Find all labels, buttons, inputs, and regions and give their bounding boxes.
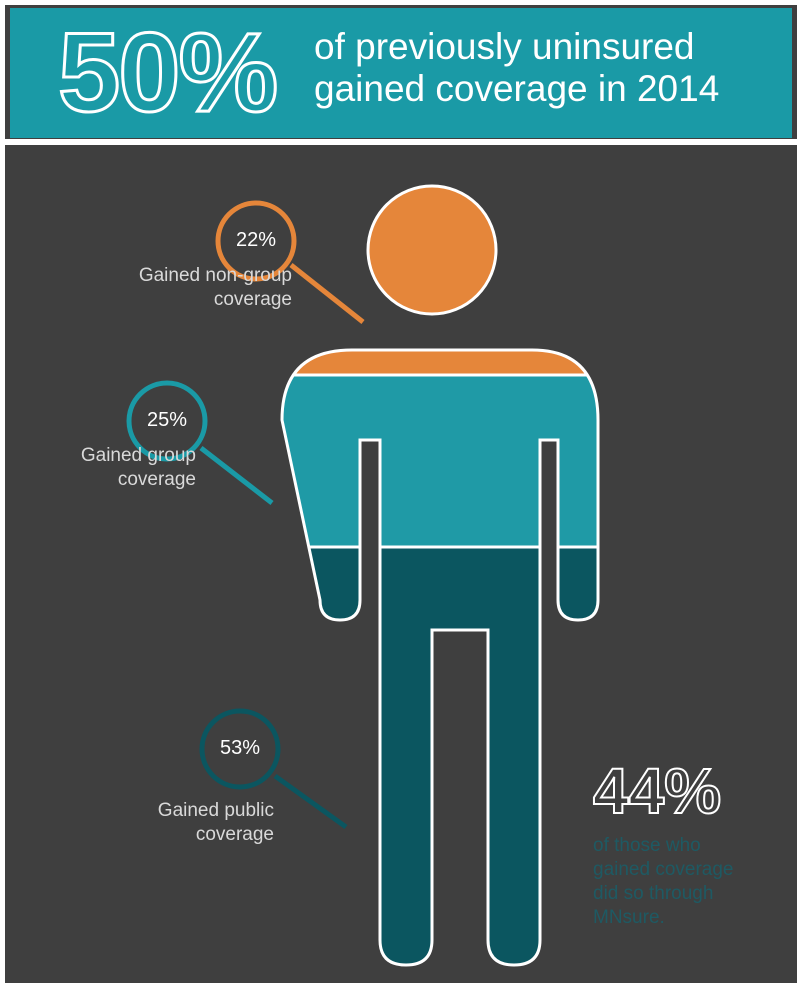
callout-label-non-group-line-2: coverage	[213, 289, 292, 310]
headline-stat: 50%	[56, 10, 279, 135]
mnsure-stat-text: of those who gained coverage did so thro…	[593, 834, 783, 930]
headline-line-1: of previously uninsured	[314, 26, 695, 67]
mnsure-stat: 44%	[592, 755, 722, 827]
headline-line-2: gained coverage in 2014	[314, 68, 720, 109]
headline-text: of previously uninsured gained coverage …	[314, 26, 719, 110]
mnsure-text-line-2: gained coverage	[593, 859, 734, 880]
callout-label-non-group-line-1: Gained non-group	[138, 265, 292, 286]
callout-pct-public: 53%	[219, 737, 261, 759]
callout-label-public-line-1: Gained public	[157, 800, 274, 821]
mnsure-text-line-1: of those who	[593, 835, 701, 856]
mnsure-text-line-3: did so through	[593, 883, 714, 904]
callout-label-public-line-2: coverage	[195, 824, 274, 845]
callout-label-group-line-1: Gained group	[80, 445, 196, 466]
head-shape	[366, 184, 498, 316]
callout-label-public: Gained public coverage	[100, 799, 274, 847]
callout-pct-non-group: 22%	[235, 229, 277, 251]
mnsure-text-line-4: MNsure.	[593, 907, 665, 928]
header-divider	[0, 139, 802, 145]
callout-line-non-group	[289, 263, 365, 324]
callout-label-group-line-2: coverage	[117, 469, 196, 490]
callout-label-non-group: Gained non-group coverage	[60, 264, 292, 312]
header-banner	[10, 8, 792, 138]
callout-label-group: Gained group coverage	[20, 444, 196, 492]
callout-ring-non-group	[215, 200, 297, 282]
callout-ring-public	[199, 708, 281, 790]
callout-ring-group	[126, 380, 208, 462]
body-outline	[280, 348, 600, 967]
callout-line-group	[199, 446, 274, 505]
non-group-band	[282, 350, 598, 375]
callout-line-public	[273, 773, 348, 830]
callout-pct-group: 25%	[146, 409, 188, 431]
